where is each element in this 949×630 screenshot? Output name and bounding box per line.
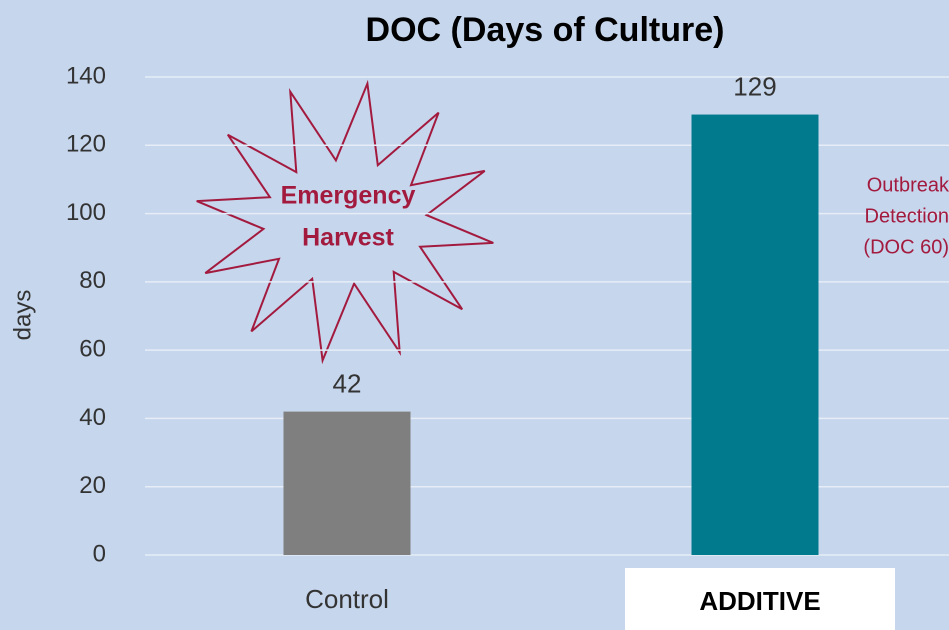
bar [692,115,819,555]
annotation: Detection [865,205,949,227]
chart-title: DOC (Days of Culture) [366,11,725,49]
annotation: Harvest [302,224,394,252]
data-label: 42 [333,368,362,398]
y-tick-label: 100 [66,199,106,226]
x-tick-label: ADDITIVE [699,586,820,616]
y-axis-label: days [9,290,36,341]
annotation: Emergency [281,182,416,210]
chart: DOC (Days of Culture) days 0 20 40 60 80 100 1… [0,0,949,630]
x-tick-label: Control [305,584,389,614]
y-tick-label: 60 [79,335,106,362]
y-tick-label: 140 [66,62,106,89]
y-tick-label: 20 [79,472,106,499]
y-tick-label: 40 [79,404,106,431]
y-tick-label: 120 [66,131,106,158]
y-tick-label: 0 [93,540,106,567]
annotation: Outbreak [867,174,949,196]
y-tick-label: 80 [79,267,106,294]
data-label: 129 [733,71,776,101]
bar [284,412,411,555]
starburst [197,84,494,361]
annotation: (DOC 60) [863,236,949,258]
